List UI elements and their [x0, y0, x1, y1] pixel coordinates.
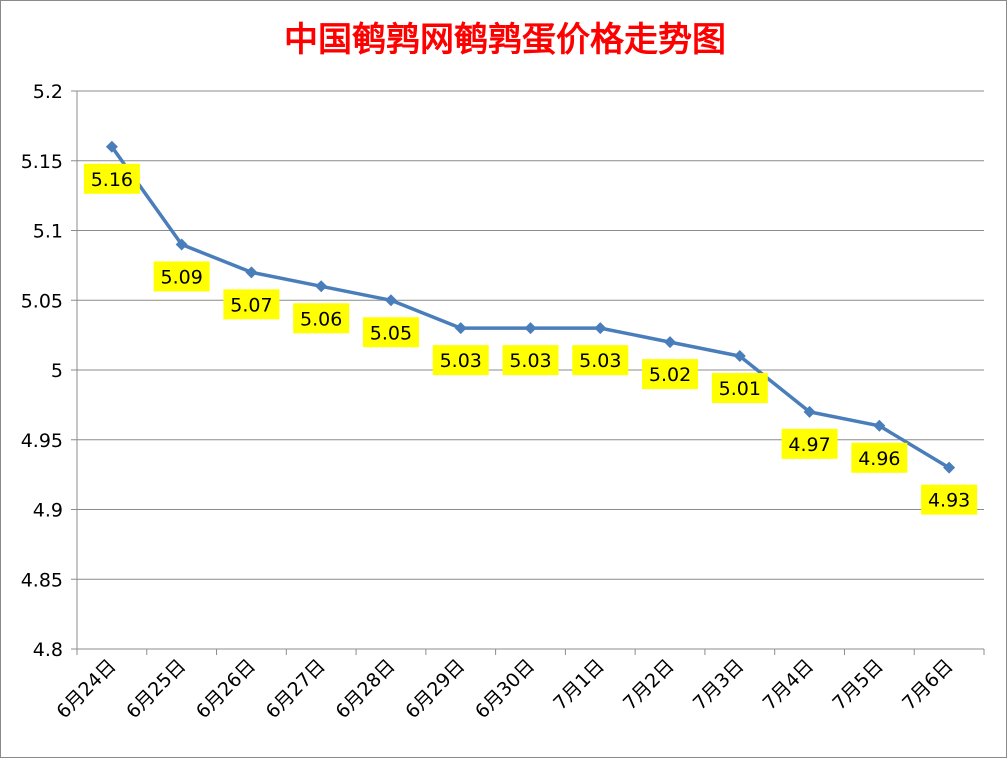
data-label-box — [83, 163, 140, 194]
x-tick-label: 7月1日 — [549, 655, 609, 715]
y-tick-label: 4.8 — [33, 639, 63, 661]
data-label-box — [432, 345, 489, 376]
data-label: 5.03 — [579, 350, 621, 372]
data-label: 5.16 — [91, 169, 133, 191]
x-tick-label: 6月25日 — [122, 655, 190, 723]
x-axis-tick-labels: 6月24日 6月25日 6月26日 6月27日 6月28日 6月29日 6月30日 7月1日 7… — [52, 655, 957, 723]
data-point-marker — [594, 322, 607, 335]
data-label: 5.09 — [160, 266, 202, 288]
data-point-marker — [175, 238, 188, 251]
data-point-marker — [873, 419, 886, 432]
data-labels: 5.16 5.09 5.07 5.06 5.05 5.03 5.03 5.03 5.02 5.01… — [83, 163, 978, 515]
data-label-box — [851, 442, 908, 473]
y-axis-tick-labels: 5.2 5.15 5.1 5.05 5 4.95 4.9 4.85 4.8 — [21, 81, 63, 661]
y-tick-label: 4.85 — [21, 569, 63, 591]
data-point-marker — [664, 336, 677, 349]
data-label-box — [293, 303, 350, 334]
data-label: 5.05 — [370, 322, 412, 344]
price-series — [105, 140, 956, 474]
data-label-box — [921, 484, 978, 515]
data-label-box — [781, 428, 838, 459]
data-label-box — [502, 345, 559, 376]
data-point-marker — [803, 405, 816, 418]
x-tick-label: 6月26日 — [192, 655, 260, 723]
y-tick-label: 5.15 — [21, 151, 63, 173]
x-tick-label: 6月24日 — [52, 655, 120, 723]
data-label-box — [572, 345, 629, 376]
y-tick-label: 5.05 — [21, 290, 63, 312]
data-point-marker — [245, 266, 258, 279]
data-label: 5.03 — [509, 350, 551, 372]
chart-title: 中国鹌鹑网鹌鹑蛋价格走势图 — [284, 20, 726, 60]
data-label: 5.03 — [440, 350, 482, 372]
data-label-box — [711, 373, 768, 404]
data-point-marker — [315, 280, 328, 293]
x-tick-label: 6月29日 — [401, 655, 469, 723]
data-label: 5.01 — [719, 378, 761, 400]
data-label-box — [362, 317, 419, 348]
y-tick-label: 5.2 — [33, 81, 63, 103]
data-point-marker — [105, 140, 118, 153]
y-tick-label: 5.1 — [33, 221, 63, 243]
axes — [71, 90, 985, 655]
data-point-marker — [524, 322, 537, 335]
data-label: 4.93 — [928, 490, 970, 512]
data-point-marker — [733, 350, 746, 363]
y-tick-label: 4.9 — [33, 500, 63, 522]
x-tick-label: 6月28日 — [331, 655, 399, 723]
data-label-box — [223, 289, 280, 320]
data-point-marker — [943, 461, 956, 474]
x-tick-label: 7月5日 — [828, 655, 888, 715]
x-tick-label: 7月4日 — [759, 655, 819, 715]
data-label: 4.96 — [858, 448, 900, 470]
data-label: 5.06 — [300, 308, 342, 330]
data-label: 5.07 — [230, 294, 272, 316]
y-tick-label: 4.95 — [21, 430, 63, 452]
x-tick-label: 7月3日 — [689, 655, 749, 715]
data-label: 4.97 — [788, 434, 830, 456]
x-tick-label: 6月30日 — [471, 655, 539, 723]
data-label-box — [153, 261, 210, 292]
y-tick-label: 5 — [51, 360, 63, 382]
data-label-box — [642, 359, 699, 390]
x-tick-label: 7月2日 — [619, 655, 679, 715]
data-point-marker — [454, 322, 467, 335]
data-label: 5.02 — [649, 364, 691, 386]
data-point-marker — [384, 294, 397, 307]
x-tick-label: 7月6日 — [898, 655, 958, 715]
x-tick-label: 6月27日 — [262, 655, 330, 723]
